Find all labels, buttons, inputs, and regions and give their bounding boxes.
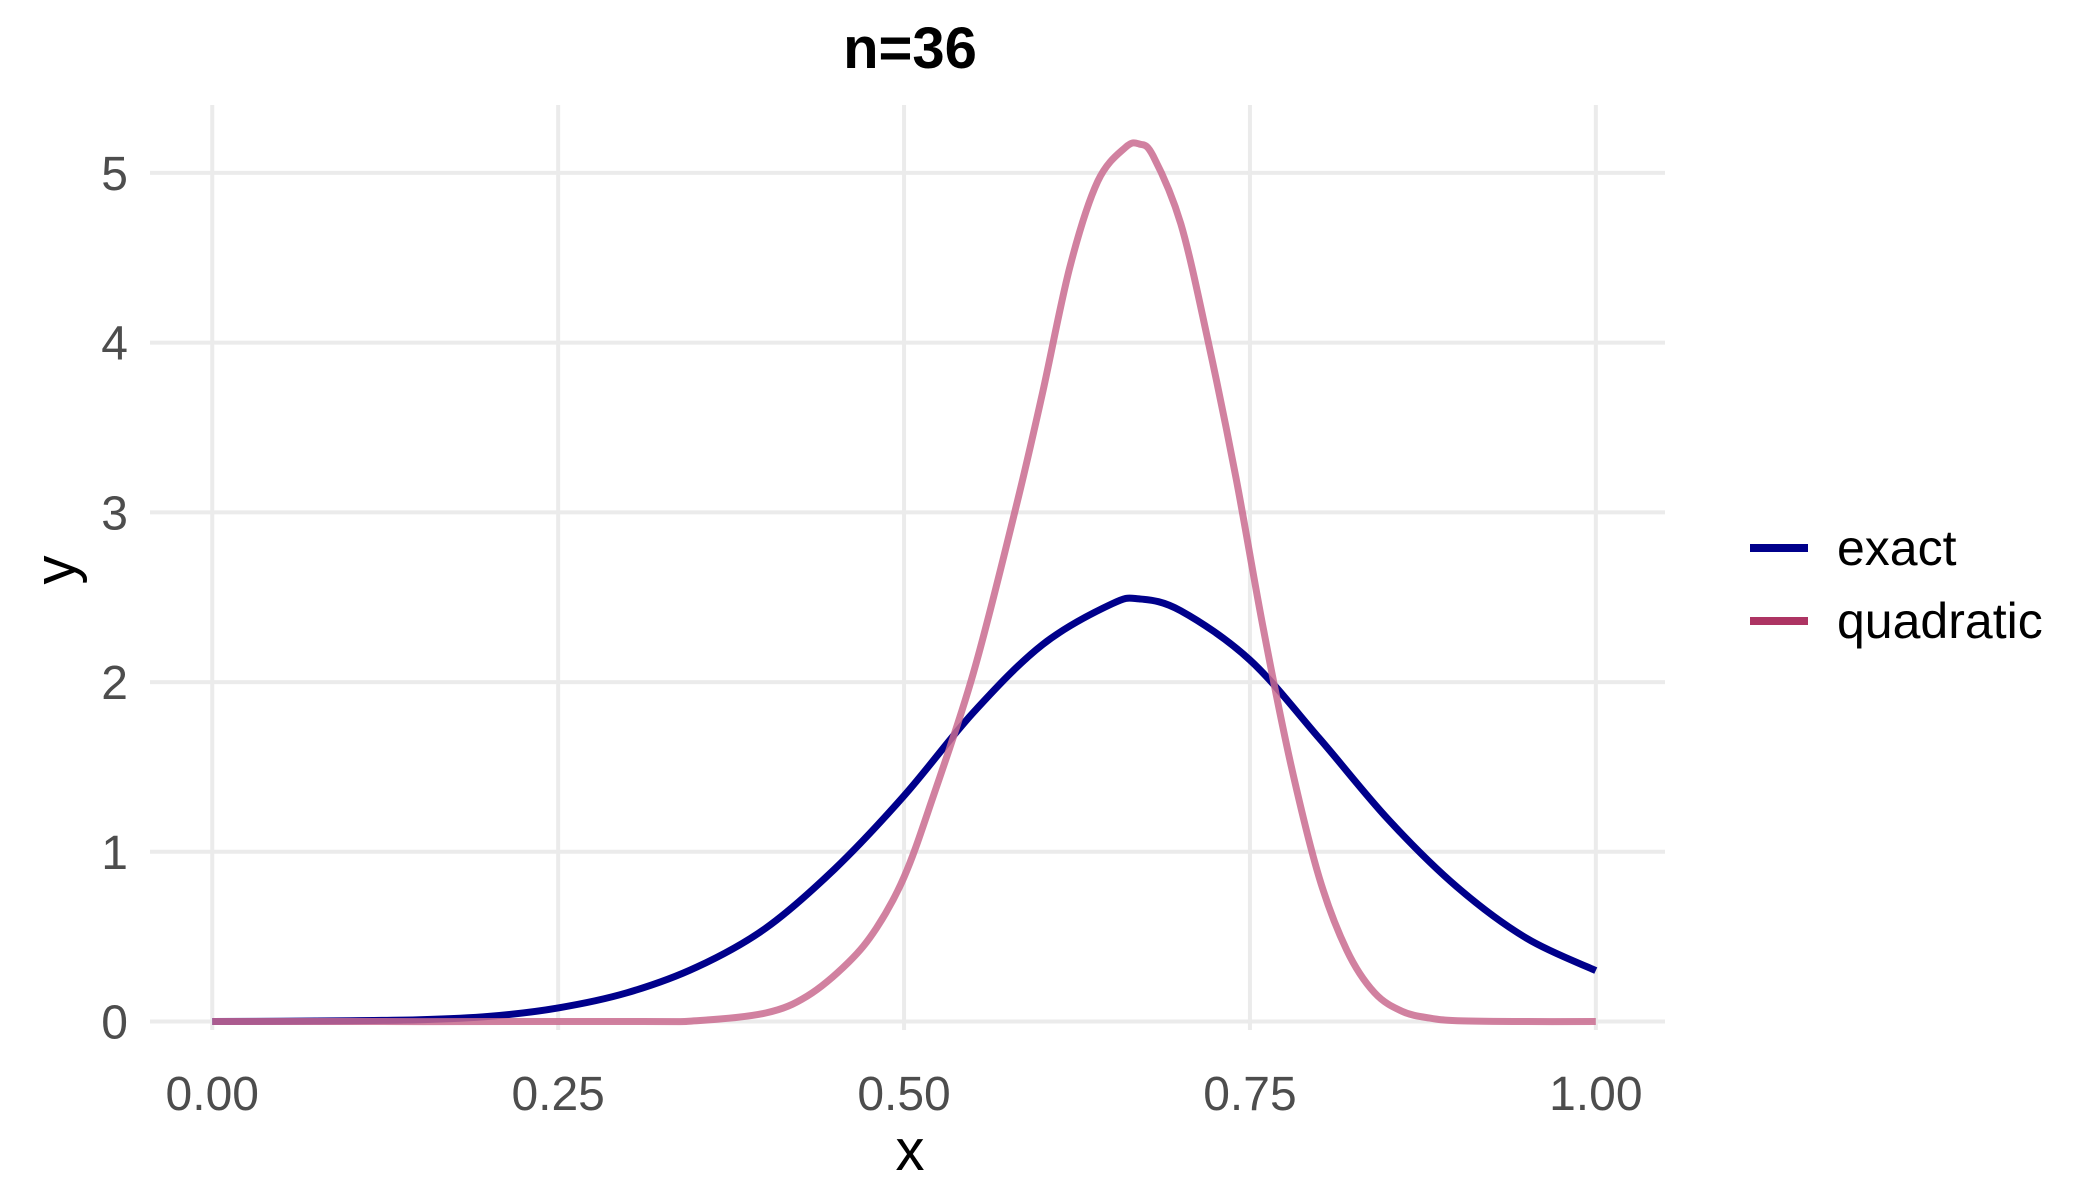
legend-label-quadratic: quadratic [1837,593,2043,649]
y-tick-label: 0 [101,997,128,1050]
legend-label-exact: exact [1837,520,1957,576]
y-tick-label: 2 [101,657,128,710]
x-tick-label: 0.50 [857,1068,950,1121]
x-tick-label: 0.00 [166,1068,259,1121]
y-tick-label: 1 [101,827,128,880]
legend: exact quadratic [1750,520,2043,649]
series-lines [212,139,1598,1026]
x-axis-title: x [896,1118,925,1183]
y-tick-label: 5 [101,148,128,201]
grid [150,105,1665,1030]
y-tick-label: 3 [101,487,128,540]
series-line-quadratic [212,139,1596,1026]
x-tick-label: 0.75 [1203,1068,1296,1121]
tick-labels: 0 1 2 3 4 5 0.00 0.25 0.50 0.75 1.00 [101,148,1642,1121]
x-tick-label: 1.00 [1549,1068,1642,1121]
x-tick-label: 0.25 [511,1068,604,1121]
y-axis-title: y [23,556,88,585]
chart-title: n=36 [843,16,977,81]
y-tick-label: 4 [101,318,128,371]
